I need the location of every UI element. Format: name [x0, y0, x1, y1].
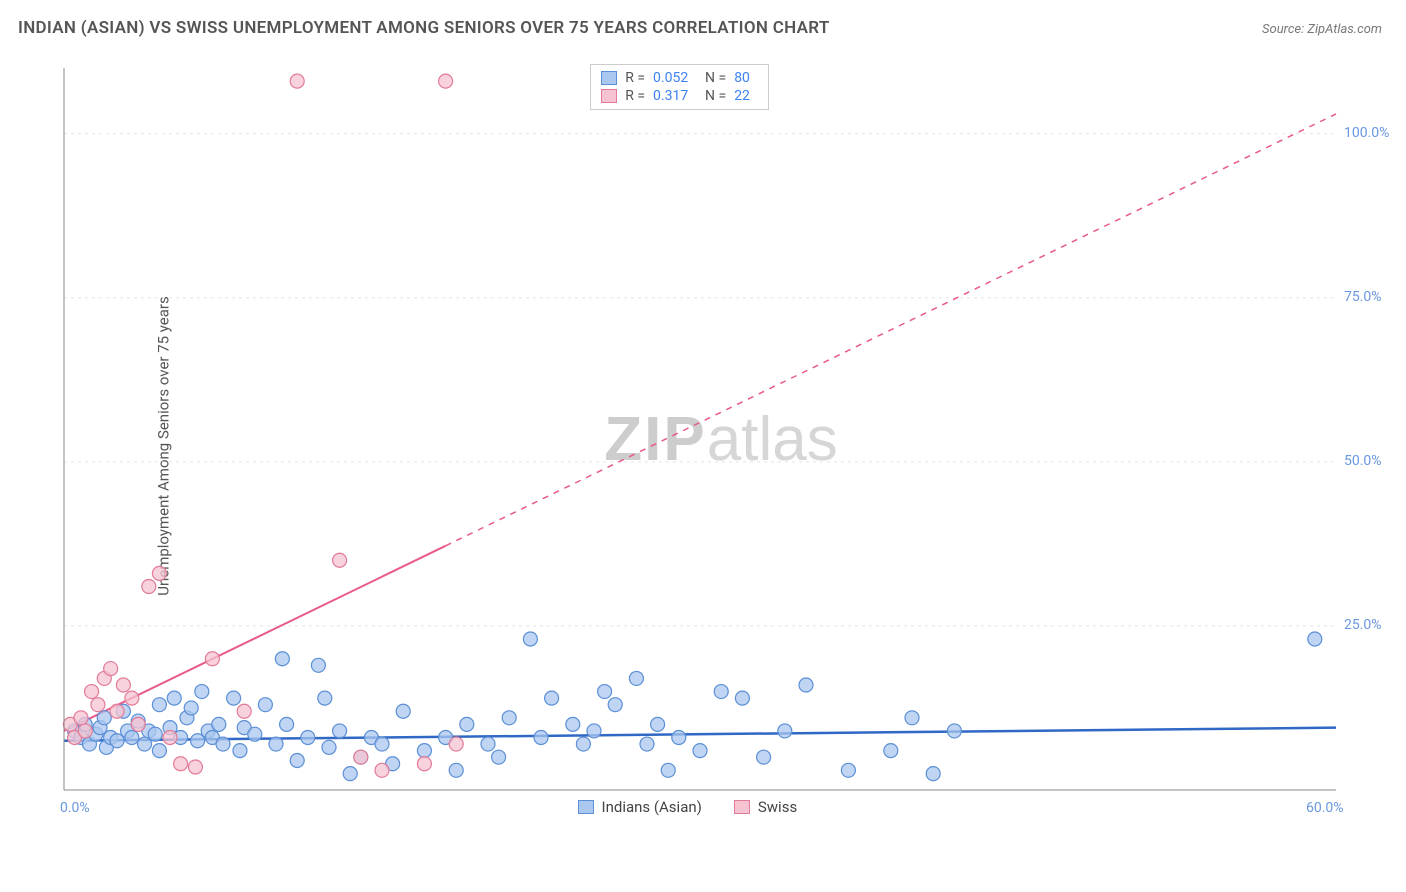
y-tick-label: 100.0% — [1344, 125, 1389, 141]
legend-row: R = 0.052 N = 80 — [601, 69, 758, 87]
legend-swatch-icon — [578, 800, 594, 814]
legend-series-label: Swiss — [758, 798, 797, 816]
legend-n-label: N = — [705, 70, 726, 86]
chart-title: INDIAN (ASIAN) VS SWISS UNEMPLOYMENT AMO… — [18, 18, 830, 38]
scatter-chart: ZIPatlas — [56, 60, 1386, 830]
legend-series-item: Swiss — [734, 798, 797, 816]
watermark-zip: ZIP — [604, 405, 706, 474]
legend-n-value: 22 — [734, 88, 758, 104]
legend-series-label: Indians (Asian) — [602, 798, 702, 816]
watermark-atlas: atlas — [707, 405, 838, 474]
y-tick-label: 50.0% — [1344, 453, 1382, 469]
legend-correlation: R = 0.052 N = 80 R = 0.317 N = 22 — [590, 64, 769, 110]
legend-r-value: 0.052 — [653, 70, 697, 86]
legend-series: Indians (Asian) Swiss — [578, 798, 798, 816]
x-tick-label: 60.0% — [1306, 800, 1344, 816]
y-tick-label: 75.0% — [1344, 289, 1382, 305]
legend-n-value: 80 — [734, 70, 758, 86]
legend-swatch-icon — [734, 800, 750, 814]
legend-series-item: Indians (Asian) — [578, 798, 702, 816]
legend-row: R = 0.317 N = 22 — [601, 87, 758, 105]
legend-r-label: R = — [625, 70, 645, 86]
svg-text:ZIPatlas: ZIPatlas — [604, 405, 837, 474]
legend-n-label: N = — [705, 88, 726, 104]
y-tick-label: 25.0% — [1344, 617, 1382, 633]
legend-r-value: 0.317 — [653, 88, 697, 104]
legend-r-label: R = — [625, 88, 645, 104]
legend-swatch-icon — [601, 71, 617, 85]
x-tick-label: 0.0% — [60, 800, 90, 816]
legend-swatch-icon — [601, 89, 617, 103]
source-label: Source: ZipAtlas.com — [1262, 22, 1382, 37]
